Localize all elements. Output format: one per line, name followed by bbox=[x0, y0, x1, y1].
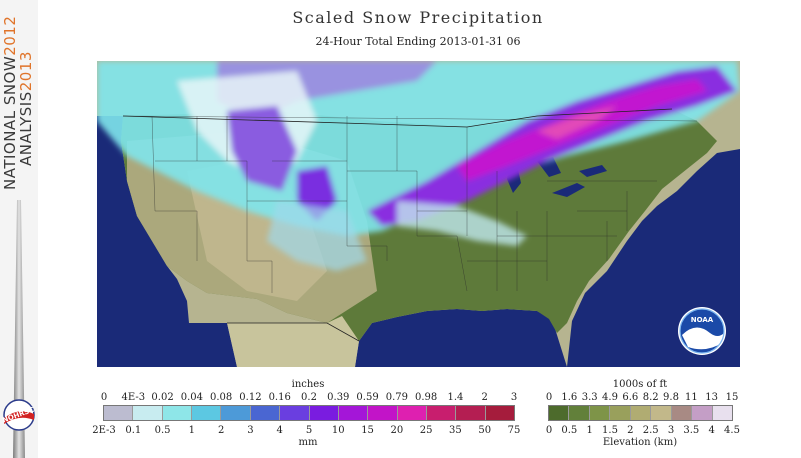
precip-color-bar bbox=[103, 405, 515, 421]
legend-swatch bbox=[368, 406, 398, 420]
noaa-logo: NOAA bbox=[678, 307, 726, 355]
legend-tick-label: 0 bbox=[545, 392, 553, 403]
snow-tower-image bbox=[13, 200, 25, 458]
legend-swatch bbox=[104, 406, 134, 420]
legend-swatch bbox=[280, 406, 310, 420]
legend-swatch bbox=[671, 406, 693, 420]
atlantic-ocean bbox=[567, 61, 740, 367]
legend-tick-label: 4E-3 bbox=[121, 392, 146, 403]
legend-tick-label: 4.9 bbox=[602, 392, 618, 403]
legend-swatch bbox=[589, 406, 611, 420]
legend-swatch bbox=[338, 406, 369, 420]
legend-tick-label: 15 bbox=[361, 425, 374, 436]
legend-swatch bbox=[397, 406, 427, 420]
legend-swatch bbox=[221, 406, 251, 420]
elevation-legend-unit-top: 1000s of ft bbox=[612, 379, 668, 390]
legend-tick-label: 9.8 bbox=[663, 392, 679, 403]
legend-swatch bbox=[426, 406, 457, 420]
legend-swatch bbox=[162, 406, 193, 420]
legend-swatch bbox=[569, 406, 590, 420]
legend-tick-label: 0.12 bbox=[239, 392, 262, 403]
legend-tick-label: 3.5 bbox=[683, 425, 700, 436]
legend-tick-label: 25 bbox=[419, 425, 433, 436]
pacific-ocean bbox=[97, 116, 237, 367]
legend-tick-label: 6.6 bbox=[622, 392, 639, 403]
legend-swatch bbox=[192, 406, 222, 420]
legend-swatch bbox=[712, 406, 732, 420]
legend-tick-label: 0.04 bbox=[180, 392, 203, 403]
banner-year-2: 2013 bbox=[17, 51, 35, 92]
legend-tick-label: 1.4 bbox=[447, 392, 464, 403]
legend-tick-label: 0.02 bbox=[151, 392, 174, 403]
elevation-legend-unit-bottom: Elevation (km) bbox=[602, 437, 678, 448]
legend-tick-label: 8.2 bbox=[642, 392, 659, 403]
legend-tick-label: 0.08 bbox=[210, 392, 233, 403]
legend-tick-label: 35 bbox=[449, 425, 462, 436]
legend-tick-label: 0.5 bbox=[154, 425, 171, 436]
legend-tick-label: 13 bbox=[705, 392, 719, 403]
legend-swatch bbox=[549, 406, 570, 420]
legend-tick-label: 3 bbox=[510, 392, 518, 403]
noaa-logo-text: NOAA bbox=[691, 316, 714, 324]
legend-tick-label: 1 bbox=[188, 425, 196, 436]
legend-tick-label: 0.39 bbox=[327, 392, 350, 403]
legend-tick-label: 4 bbox=[276, 425, 283, 436]
legend-tick-label: 3.3 bbox=[581, 392, 598, 403]
legend-swatch bbox=[651, 406, 672, 420]
legend-tick-label: 4.5 bbox=[724, 425, 740, 436]
legend-tick-label: 10 bbox=[331, 425, 345, 436]
legend-swatch bbox=[485, 406, 515, 420]
legend-swatch bbox=[456, 406, 486, 420]
legend-tick-label: 2.5 bbox=[642, 425, 659, 436]
legend-tick-label: 0.59 bbox=[356, 392, 379, 403]
nohrsc-logo: NOHRSC bbox=[1, 399, 35, 431]
legend-swatch bbox=[309, 406, 339, 420]
legend-tick-label: 0.2 bbox=[301, 392, 317, 403]
legend-tick-label: 15 bbox=[725, 392, 739, 403]
side-banner: NATIONAL SNOW2012 ANALYSIS2013 NOHRSC bbox=[0, 0, 38, 458]
side-banner-title: NATIONAL SNOW2012 ANALYSIS2013 bbox=[1, 0, 36, 190]
legend-tick-label: 1 bbox=[586, 425, 593, 436]
legend-swatch bbox=[692, 406, 713, 420]
canada-border bbox=[122, 108, 673, 128]
mexico-land bbox=[227, 316, 359, 367]
legend-tick-label: 0 bbox=[545, 425, 553, 436]
legend-tick-label: 0.16 bbox=[268, 392, 291, 403]
legend-tick-label: 20 bbox=[390, 425, 404, 436]
legend-tick-label: 5 bbox=[305, 425, 313, 436]
legend-swatch bbox=[610, 406, 631, 420]
page-title: Scaled Snow Precipitation bbox=[292, 8, 544, 27]
legend-tick-label: 50 bbox=[478, 425, 492, 436]
legend-tick-label: 2 bbox=[627, 425, 634, 436]
legend-tick-label: 11 bbox=[684, 392, 698, 403]
legend-tick-label: 2 bbox=[217, 425, 225, 436]
legend-tick-label: 0.5 bbox=[561, 425, 578, 436]
legend-tick-label: 3 bbox=[247, 425, 254, 436]
legend-swatch bbox=[250, 406, 281, 420]
legend-tick-label: 0.1 bbox=[125, 425, 142, 436]
legend-tick-label: 0.98 bbox=[415, 392, 438, 403]
gulf-of-mexico bbox=[355, 309, 567, 367]
banner-line-2: ANALYSIS bbox=[17, 91, 35, 166]
legend-tick-label: 4 bbox=[708, 425, 715, 436]
legend-tick-label: 1.5 bbox=[602, 425, 618, 436]
legend-swatch bbox=[630, 406, 652, 420]
legend-tick-label: 0 bbox=[100, 392, 108, 403]
mexico-border bbox=[227, 322, 360, 342]
snow-precip-map: NOAA bbox=[97, 61, 740, 367]
legend-tick-label: 75 bbox=[507, 425, 521, 436]
precip-legend-unit-bottom: mm bbox=[298, 437, 318, 448]
legend-swatch bbox=[133, 406, 163, 420]
elevation-color-bar bbox=[548, 405, 733, 421]
legend-tick-label: 1.6 bbox=[561, 392, 578, 403]
page-subtitle: 24-Hour Total Ending 2013-01-31 06 bbox=[315, 35, 521, 48]
state-boundaries bbox=[122, 115, 698, 293]
legend-tick-label: 0.79 bbox=[385, 392, 408, 403]
legend-tick-label: 2E-3 bbox=[92, 425, 116, 436]
snow-precip-overlay bbox=[97, 61, 740, 271]
legend-tick-label: 2 bbox=[481, 392, 488, 403]
legend-tick-label: 3 bbox=[667, 425, 675, 436]
precip-legend-unit-top: inches bbox=[291, 379, 325, 390]
